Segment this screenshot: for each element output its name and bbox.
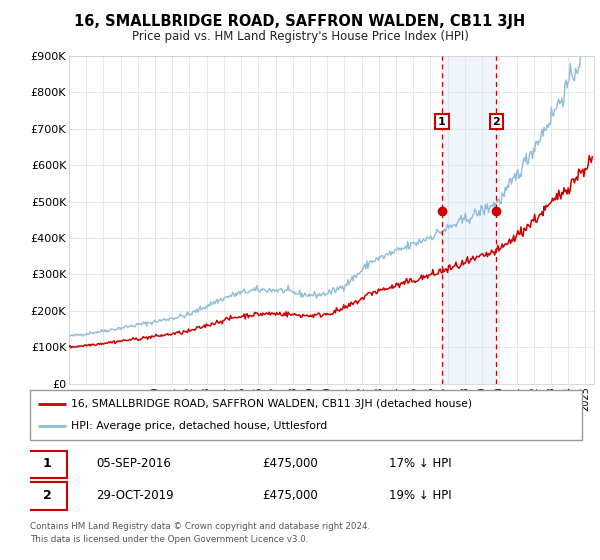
- Text: 1: 1: [438, 116, 446, 127]
- Text: 17% ↓ HPI: 17% ↓ HPI: [389, 457, 451, 470]
- Text: 05-SEP-2016: 05-SEP-2016: [96, 457, 171, 470]
- Text: Contains HM Land Registry data © Crown copyright and database right 2024.
This d: Contains HM Land Registry data © Crown c…: [30, 522, 370, 544]
- Text: 2: 2: [43, 489, 52, 502]
- Text: 1: 1: [43, 457, 52, 470]
- Text: Price paid vs. HM Land Registry's House Price Index (HPI): Price paid vs. HM Land Registry's House …: [131, 30, 469, 43]
- FancyBboxPatch shape: [27, 451, 67, 478]
- Text: 16, SMALLBRIDGE ROAD, SAFFRON WALDEN, CB11 3JH (detached house): 16, SMALLBRIDGE ROAD, SAFFRON WALDEN, CB…: [71, 399, 473, 409]
- Text: £475,000: £475,000: [262, 457, 317, 470]
- Text: HPI: Average price, detached house, Uttlesford: HPI: Average price, detached house, Uttl…: [71, 421, 328, 431]
- Bar: [442, 56, 496, 384]
- Text: 16, SMALLBRIDGE ROAD, SAFFRON WALDEN, CB11 3JH: 16, SMALLBRIDGE ROAD, SAFFRON WALDEN, CB…: [74, 14, 526, 29]
- Text: 29-OCT-2019: 29-OCT-2019: [96, 489, 174, 502]
- FancyBboxPatch shape: [30, 390, 582, 440]
- FancyBboxPatch shape: [27, 483, 67, 510]
- Text: 2: 2: [493, 116, 500, 127]
- Text: £475,000: £475,000: [262, 489, 317, 502]
- Text: 19% ↓ HPI: 19% ↓ HPI: [389, 489, 451, 502]
